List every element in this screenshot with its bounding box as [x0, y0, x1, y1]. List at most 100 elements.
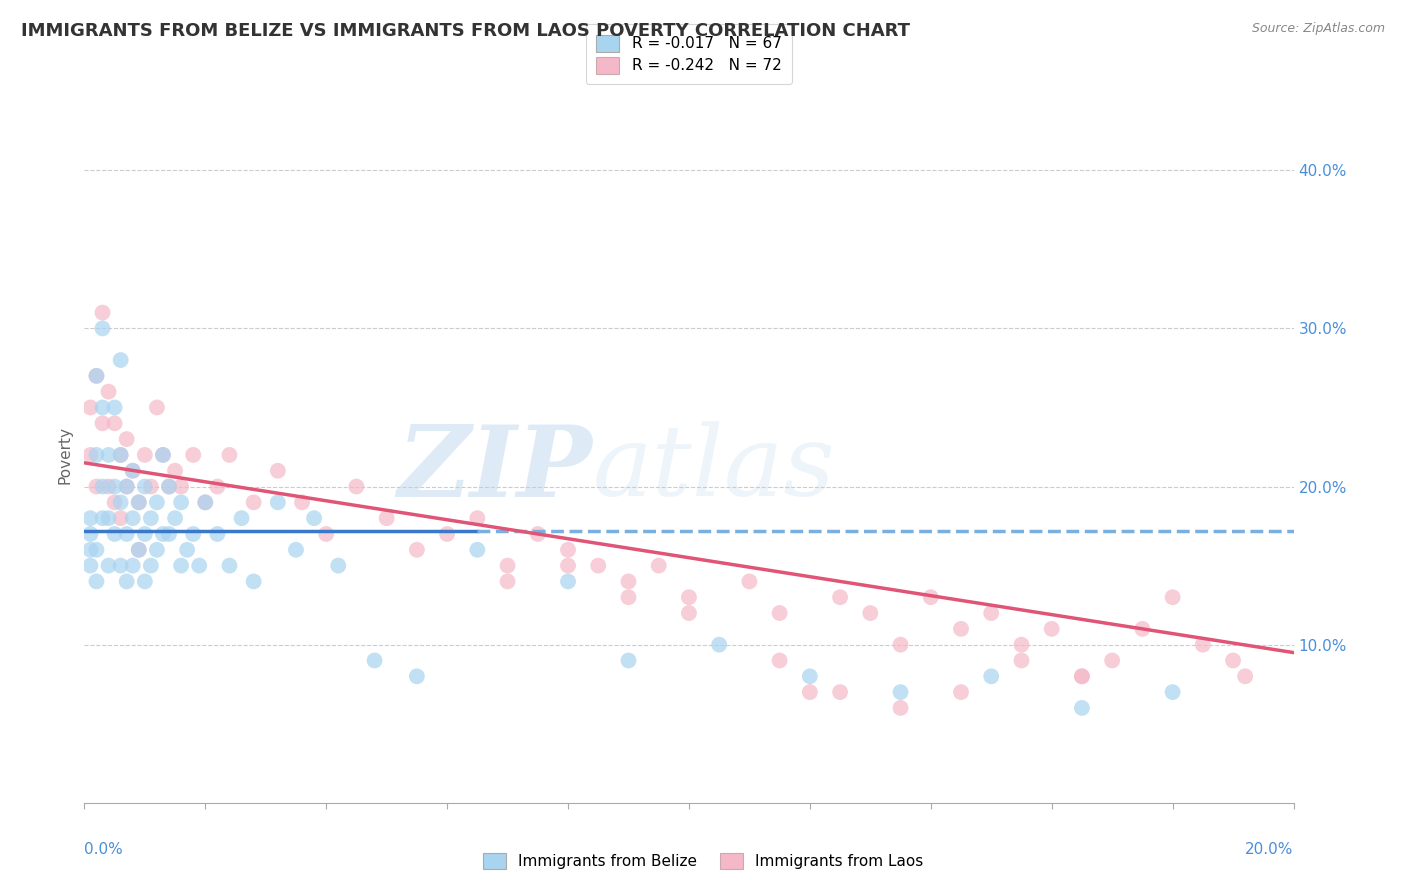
Point — [1071, 669, 1094, 683]
Point — [242, 574, 264, 589]
Point — [1130, 622, 1153, 636]
Point — [980, 669, 1002, 683]
Point — [859, 606, 882, 620]
Point — [188, 558, 211, 573]
Point — [291, 495, 314, 509]
Point — [769, 606, 792, 620]
Point — [134, 479, 156, 493]
Point — [678, 591, 700, 605]
Point — [91, 401, 114, 415]
Point — [152, 527, 174, 541]
Point — [1011, 653, 1033, 667]
Point — [830, 685, 852, 699]
Legend: R = -0.017   N = 67, R = -0.242   N = 72: R = -0.017 N = 67, R = -0.242 N = 72 — [586, 24, 792, 84]
Point — [194, 495, 217, 509]
Point — [170, 479, 193, 493]
Point — [115, 479, 138, 493]
Point — [110, 448, 132, 462]
Point — [79, 511, 101, 525]
Point — [176, 542, 198, 557]
Point — [1011, 638, 1033, 652]
Point — [86, 368, 108, 383]
Point — [496, 558, 519, 573]
Point — [467, 542, 489, 557]
Point — [134, 527, 156, 541]
Point — [86, 448, 108, 462]
Point — [121, 558, 143, 573]
Point — [104, 417, 127, 431]
Point — [91, 479, 114, 493]
Point — [799, 685, 821, 699]
Point — [165, 464, 187, 478]
Point — [950, 685, 973, 699]
Point — [648, 558, 671, 573]
Point — [890, 638, 912, 652]
Point — [110, 448, 132, 462]
Point — [128, 542, 150, 557]
Point — [110, 558, 132, 573]
Point — [128, 495, 150, 509]
Point — [110, 495, 132, 509]
Point — [170, 558, 193, 573]
Point — [139, 479, 162, 493]
Point — [285, 542, 308, 557]
Point — [104, 527, 127, 541]
Point — [1071, 701, 1094, 715]
Point — [121, 511, 143, 525]
Point — [830, 591, 852, 605]
Point — [181, 527, 204, 541]
Point — [97, 384, 120, 399]
Point — [134, 448, 156, 462]
Point — [980, 606, 1002, 620]
Point — [617, 653, 640, 667]
Point — [115, 574, 138, 589]
Point — [557, 574, 579, 589]
Point — [920, 591, 942, 605]
Point — [1161, 591, 1184, 605]
Point — [79, 558, 101, 573]
Point — [157, 479, 180, 493]
Point — [467, 511, 489, 525]
Point — [346, 479, 368, 493]
Point — [128, 495, 150, 509]
Point — [170, 495, 193, 509]
Point — [79, 448, 101, 462]
Point — [709, 638, 731, 652]
Text: 0.0%: 0.0% — [84, 842, 124, 856]
Point — [617, 574, 640, 589]
Y-axis label: Poverty: Poverty — [58, 425, 73, 484]
Point — [890, 685, 912, 699]
Point — [194, 495, 217, 509]
Point — [146, 495, 169, 509]
Point — [121, 464, 143, 478]
Point — [91, 417, 114, 431]
Point — [207, 479, 229, 493]
Point — [890, 701, 912, 715]
Point — [328, 558, 350, 573]
Point — [207, 527, 229, 541]
Point — [302, 511, 325, 525]
Text: ZIP: ZIP — [398, 421, 592, 517]
Point — [86, 574, 108, 589]
Point — [104, 479, 127, 493]
Point — [157, 479, 180, 493]
Point — [1040, 622, 1063, 636]
Point — [242, 495, 264, 509]
Point — [146, 542, 169, 557]
Point — [588, 558, 610, 573]
Point — [363, 653, 385, 667]
Point — [104, 401, 127, 415]
Point — [97, 448, 120, 462]
Point — [375, 511, 398, 525]
Point — [267, 464, 290, 478]
Point — [181, 448, 204, 462]
Point — [738, 574, 761, 589]
Point — [79, 527, 101, 541]
Point — [406, 669, 429, 683]
Point — [218, 558, 240, 573]
Point — [1101, 653, 1123, 667]
Point — [617, 591, 640, 605]
Point — [152, 448, 174, 462]
Point — [91, 511, 114, 525]
Point — [799, 669, 821, 683]
